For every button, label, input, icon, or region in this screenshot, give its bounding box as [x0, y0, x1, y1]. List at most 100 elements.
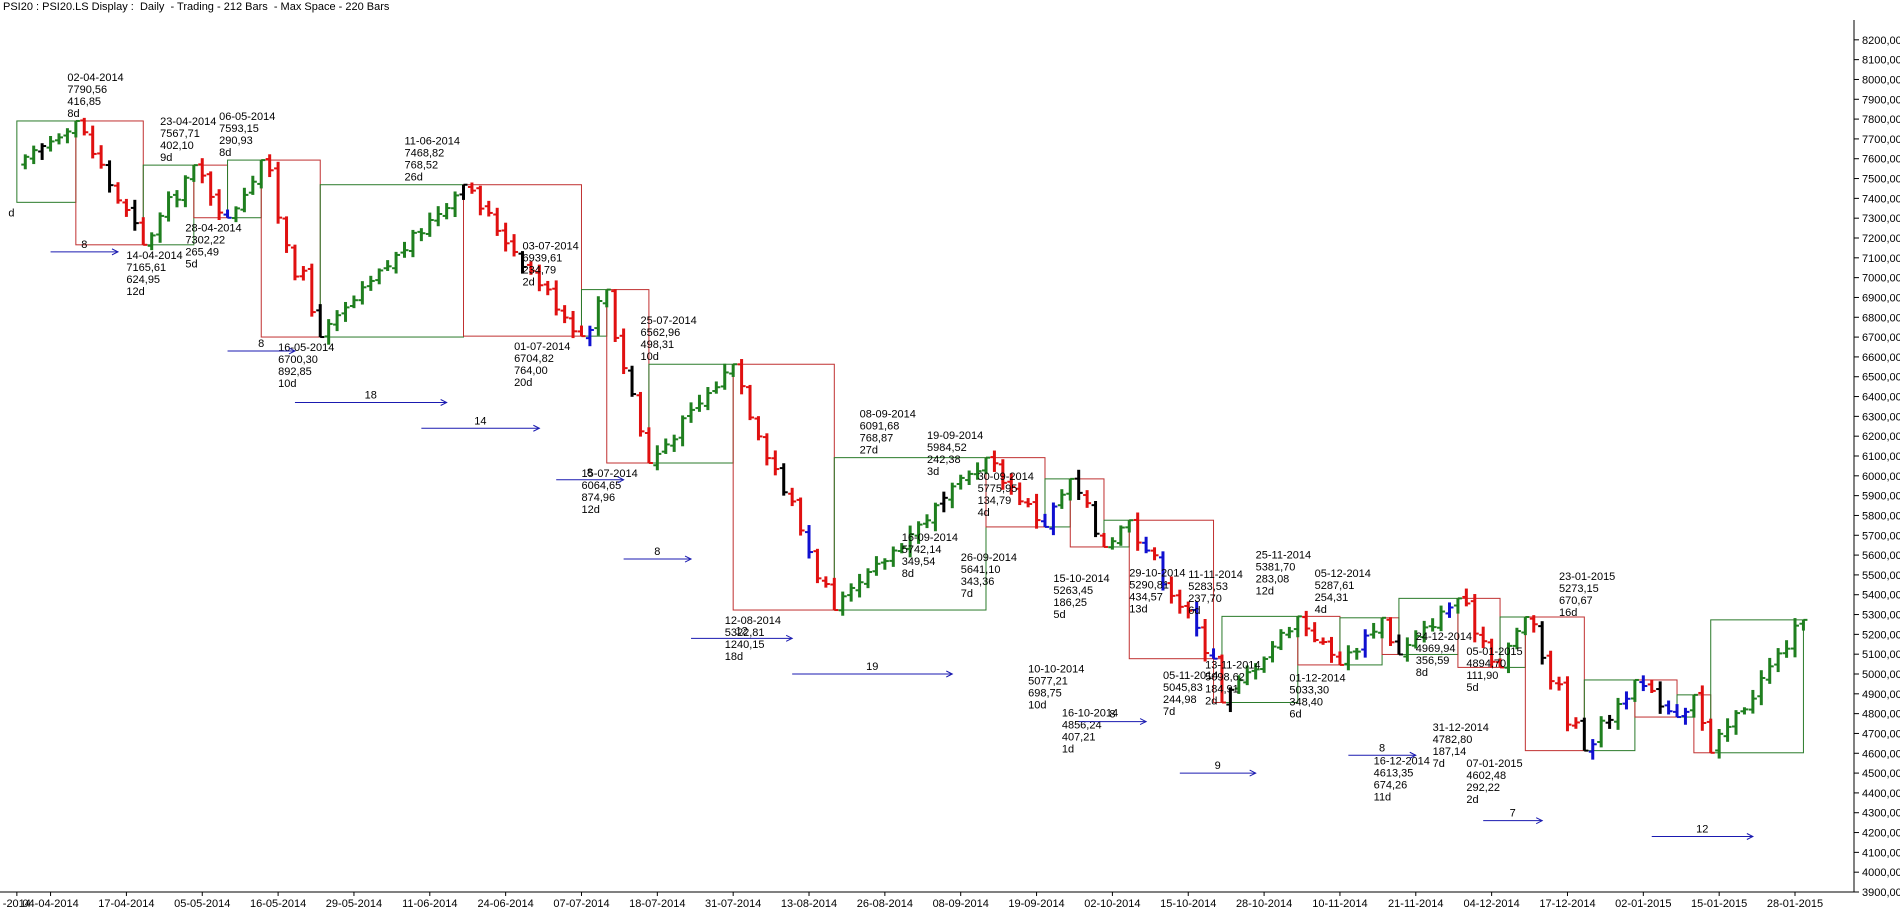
swing-box: [1069, 478, 1105, 548]
pivot-annotation-text: 5775,95: [978, 483, 1018, 495]
pivot-annotation-text: 4782,80: [1433, 734, 1473, 746]
pivot-annotation-text: 01-12-2014: [1289, 672, 1345, 684]
pivot-annotation-text: d: [8, 207, 14, 219]
pivot-annotation-text: 698,75: [1028, 688, 1062, 700]
swing-box: [580, 289, 608, 337]
y-tick-label: 5200,00: [1862, 629, 1900, 641]
pivot-annotation-text: 764,00: [514, 365, 548, 377]
cycle-arrow-label: 12: [1696, 824, 1708, 836]
pivot-annotation-text: 16d: [1559, 607, 1577, 619]
y-tick-label: 8000,00: [1862, 74, 1900, 86]
y-tick-label: 6800,00: [1862, 312, 1900, 324]
cycle-arrow-label: 7: [1510, 808, 1516, 820]
cycle-arrow-label: 8: [654, 546, 660, 558]
y-tick-label: 7400,00: [1862, 193, 1900, 205]
y-tick-label: 7200,00: [1862, 233, 1900, 245]
x-tick-label: 15-10-2014: [1160, 898, 1216, 910]
x-tick-label: 24-06-2014: [477, 898, 533, 910]
y-tick-label: 4300,00: [1862, 808, 1900, 820]
pivot-annotation-text: 16-09-2014: [902, 532, 958, 544]
chart-header: PSI20 : PSI20.LS Display : Daily - Tradi…: [3, 1, 390, 13]
pivot-annotation-text: 5290,81: [1129, 579, 1169, 591]
cycle-arrow-label: 14: [474, 415, 486, 427]
pivot-annotation-text: 15-07-2014: [581, 468, 637, 480]
pivot-annotation-text: 402,10: [160, 140, 194, 152]
pivot-annotation-text: 30-09-2014: [978, 471, 1034, 483]
pivot-annotation-text: 03-07-2014: [522, 241, 578, 253]
pivot-annotation-text: 265,49: [185, 247, 219, 259]
pivot-annotation-text: 244,98: [1163, 694, 1197, 706]
pivot-annotation-text: 3d: [927, 466, 939, 478]
pivot-annotation-text: 674,26: [1374, 780, 1408, 792]
pivot-annotation-text: 624,95: [126, 274, 160, 286]
x-tick-label: 02-10-2014: [1084, 898, 1140, 910]
pivot-annotation-text: 111,90: [1466, 670, 1498, 682]
y-tick-label: 4900,00: [1862, 689, 1900, 701]
x-tick-label: 18-07-2014: [629, 898, 685, 910]
pivot-annotation-text: 5273,15: [1559, 583, 1599, 595]
y-tick-label: 4400,00: [1862, 788, 1900, 800]
pivot-annotation-text: 407,21: [1062, 731, 1096, 743]
pivot-annotation-text: 234,79: [522, 265, 556, 277]
pivot-annotation-text: 6091,68: [860, 421, 900, 433]
pivot-annotation-text: 7d: [1163, 706, 1175, 718]
pivot-annotation-text: 19-09-2014: [927, 430, 983, 442]
pivot-annotation-text: 242,38: [927, 454, 961, 466]
x-tick-label: 17-12-2014: [1539, 898, 1595, 910]
y-tick-label: 6000,00: [1862, 471, 1900, 483]
cycle-arrow-head: [1535, 817, 1544, 825]
pivot-annotation-text: 8d: [219, 147, 231, 159]
pivot-annotation-text: 184,91: [1205, 683, 1239, 695]
pivot-annotation-text: 18d: [725, 651, 743, 663]
pivot-annotation-text: 16-12-2014: [1374, 756, 1430, 768]
pivot-annotation-text: 5984,52: [927, 442, 967, 454]
pivot-annotation-text: 892,85: [278, 366, 312, 378]
pivot-annotation-text: 4969,94: [1416, 643, 1456, 655]
pivot-annotation-text: 6939,61: [522, 253, 562, 265]
swing-box: [1044, 478, 1071, 528]
cycle-arrow-label: 19: [866, 661, 878, 673]
pivot-annotation-text: 7165,61: [126, 262, 166, 274]
cycle-arrow-head: [946, 670, 954, 678]
cycle-arrow-head: [440, 399, 448, 406]
pivot-annotation-text: 2d: [1466, 794, 1478, 806]
pivot-annotation-text: 292,22: [1466, 782, 1500, 794]
y-tick-label: 7900,00: [1862, 94, 1900, 106]
pivot-annotation-text: 768,87: [860, 433, 894, 445]
pivot-annotation-text: 20d: [514, 377, 532, 389]
pivot-annotation-text: 6700,30: [278, 354, 318, 366]
pivot-annotation-text: 5098,62: [1205, 671, 1245, 683]
x-tick-label: 16-05-2014: [250, 898, 306, 910]
pivot-annotation-text: 8d: [1416, 667, 1428, 679]
pivot-annotation-text: 6704,82: [514, 353, 554, 365]
swing-box: [833, 457, 987, 611]
x-tick-label: 04-12-2014: [1463, 898, 1519, 910]
pivot-annotation-text: 4d: [978, 507, 990, 519]
swing-box: [1524, 616, 1585, 752]
pivot-annotation-text: 16-10-2014: [1062, 707, 1118, 719]
y-tick-label: 4000,00: [1862, 867, 1900, 879]
pivot-annotation-text: 4613,35: [1374, 768, 1414, 780]
x-tick-label: 04-04-2014: [22, 898, 78, 910]
pivot-annotation-text: 11-11-2014: [1188, 569, 1243, 581]
pivot-annotation-text: 134,79: [978, 495, 1012, 507]
cycle-arrow-head: [111, 248, 120, 256]
pivot-annotation-text: 7d: [1433, 758, 1445, 770]
pivot-annotation-text: 15-10-2014: [1053, 573, 1109, 585]
cycle-arrow-head: [684, 555, 693, 563]
pivot-annotation-text: 29-10-2014: [1129, 567, 1185, 579]
x-tick-label: 28-10-2014: [1236, 898, 1292, 910]
pivot-annotation-text: 7567,71: [160, 128, 200, 140]
pivot-annotation-text: 356,59: [1416, 655, 1450, 667]
cycle-arrow-head: [288, 347, 297, 355]
pivot-annotation-text: 2d: [522, 277, 534, 289]
pivot-annotation-text: 348,40: [1289, 696, 1323, 708]
pivot-annotation-text: 02-04-2014: [67, 72, 123, 84]
y-tick-label: 5100,00: [1862, 649, 1900, 661]
y-tick-label: 5700,00: [1862, 530, 1900, 542]
y-tick-label: 6300,00: [1862, 411, 1900, 423]
pivot-annotation-text: 768,52: [405, 160, 439, 172]
pivot-annotation-text: 7468,82: [405, 148, 445, 160]
pivot-annotation-text: 5033,30: [1289, 684, 1329, 696]
pivot-annotation-text: 6d: [1188, 605, 1200, 617]
